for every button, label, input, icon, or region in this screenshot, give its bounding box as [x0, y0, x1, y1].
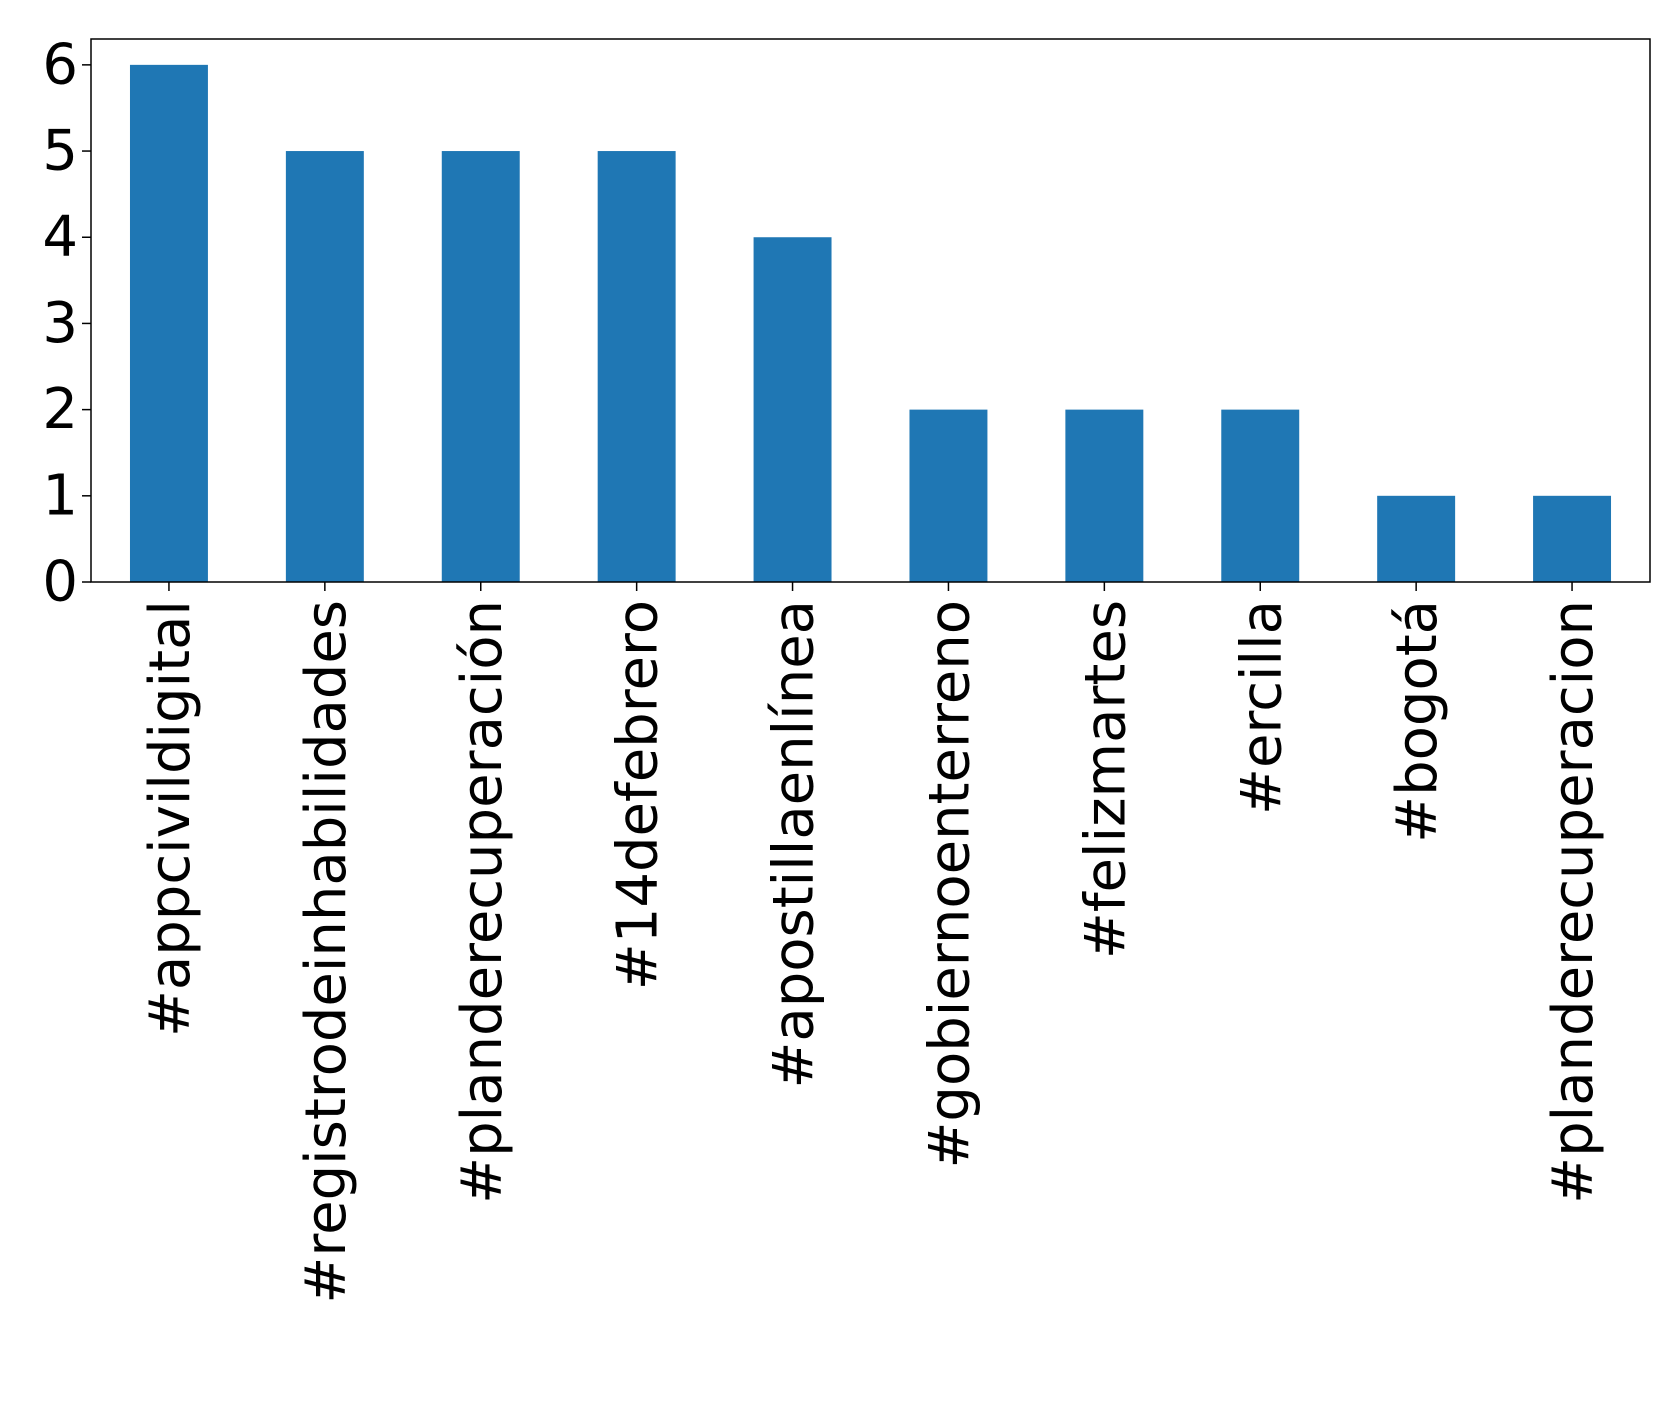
bar-4 [753, 237, 832, 582]
x-tick-label-5: #gobiernoenterreno [917, 600, 982, 1168]
x-tick-label-7: #ercilla [1229, 600, 1294, 815]
y-tick-label-3: 3 [42, 291, 78, 356]
bar-7 [1221, 409, 1300, 582]
x-tick-label-1: #registrodeinhabilidades [294, 600, 359, 1304]
bar-0 [129, 64, 208, 583]
x-tick-label-0: #appcivildigital [138, 600, 203, 1037]
bar-5 [909, 409, 988, 582]
bar-8 [1377, 495, 1456, 582]
x-tick-label-6: #felizmartes [1073, 600, 1138, 959]
y-tick-label-1: 1 [42, 463, 78, 528]
x-tick-label-8: #bogotá [1385, 600, 1450, 843]
y-tick-label-4: 4 [42, 205, 78, 270]
x-axis: #appcivildigital #registrodeinhabilidades… [138, 582, 1606, 1304]
x-tick-label-2: #planderecuperación [450, 600, 515, 1204]
x-tick-label-3: #14defebrero [606, 600, 671, 990]
plot-frame [90, 38, 1651, 583]
y-tick-label-2: 2 [42, 377, 78, 442]
y-tick-label-0: 0 [42, 550, 78, 615]
x-tick-label-4: #apostillaenlínea [762, 600, 827, 1089]
y-tick-label-5: 5 [42, 119, 78, 184]
bar-1 [285, 151, 364, 583]
y-axis: 0 1 2 3 4 5 6 [42, 32, 91, 615]
bar-3 [597, 151, 676, 583]
bars-group [129, 64, 1612, 583]
y-tick-label-6: 6 [42, 32, 78, 97]
bar-6 [1065, 409, 1144, 582]
bar-9 [1533, 495, 1612, 582]
bar-2 [441, 151, 520, 583]
x-tick-label-9: #planderecuperacion [1541, 600, 1606, 1204]
